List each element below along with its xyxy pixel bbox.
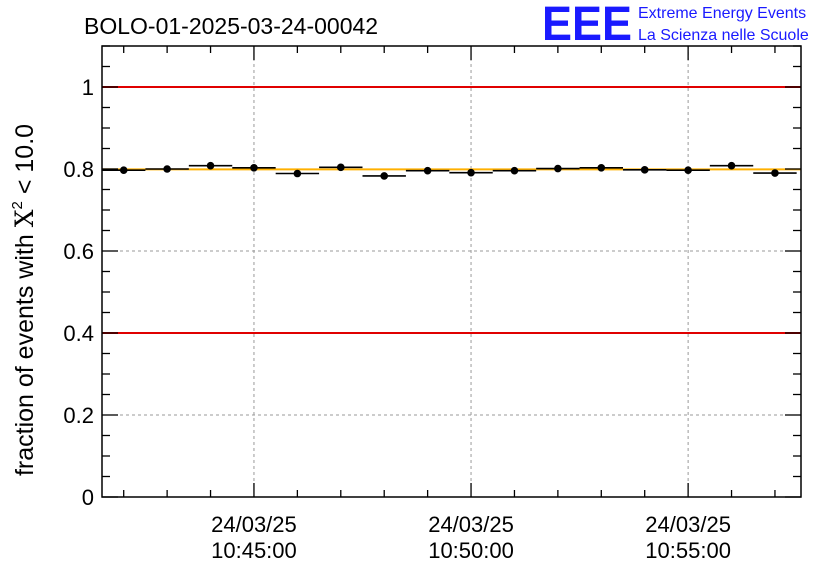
x-tick-label-time-2: 10:55:00 xyxy=(645,538,731,563)
logo: EEE Extreme Energy Events La Scienza nel… xyxy=(542,0,809,51)
data-point-0-15 xyxy=(771,169,779,177)
data-point-0-3 xyxy=(250,163,258,172)
y-tick-label-3: 0.6 xyxy=(63,239,94,264)
data-point-0-12 xyxy=(640,166,649,174)
logo-line-1: Extreme Energy Events xyxy=(638,5,806,22)
y-tick-labels: 0 0.2 0.4 0.6 0.8 1 xyxy=(63,75,94,510)
y-tick-label-5: 1 xyxy=(82,75,94,100)
x-tick-label-time-1: 10:50:00 xyxy=(428,538,514,563)
logo-mark: EEE xyxy=(542,0,632,51)
data-point-0-0 xyxy=(119,166,128,175)
plot-frame xyxy=(101,45,802,498)
y-axis-label: fraction of events with X2 < 10.0 xyxy=(9,124,39,476)
x-tick-label-date-0: 24/03/25 xyxy=(211,512,297,537)
data-point-0-8 xyxy=(467,168,475,177)
x-tick-label-date-1: 24/03/25 xyxy=(428,512,514,537)
chart-title: BOLO-01-2025-03-24-00042 xyxy=(84,13,378,39)
data-points xyxy=(102,161,797,180)
data-point-0-5 xyxy=(336,163,345,172)
y-tick-label-4: 0.8 xyxy=(63,157,94,182)
y-axis-label-exponent: 2 xyxy=(9,201,26,209)
y-axis-label-suffix: < 10.0 xyxy=(11,124,39,201)
reference-lines xyxy=(102,86,801,334)
data-point-0-1 xyxy=(163,165,171,173)
logo-line-2: La Scienza nelle Scuole xyxy=(638,27,809,44)
data-point-0-4 xyxy=(293,169,302,178)
data-point-0-10 xyxy=(554,164,562,173)
data-point-0-13 xyxy=(684,166,692,175)
y-tick-label-1: 0.2 xyxy=(63,403,94,428)
y-tick-label-2: 0.4 xyxy=(63,321,94,346)
x-tick-labels: 24/03/2510:45:0024/03/2510:50:0024/03/25… xyxy=(211,512,731,563)
y-axis-label-main: fraction of events with xyxy=(11,234,39,476)
data-point-0-2 xyxy=(206,161,215,170)
y-tick-label-0: 0 xyxy=(82,485,94,510)
data-point-0-7 xyxy=(423,166,432,175)
x-tick-label-time-0: 10:45:00 xyxy=(211,538,297,563)
data-point-0-9 xyxy=(510,166,519,175)
grid xyxy=(102,46,801,497)
data-point-0-14 xyxy=(727,161,736,170)
axes xyxy=(101,45,802,498)
data-point-0-6 xyxy=(380,172,389,180)
data-point-0-11 xyxy=(597,163,606,172)
y-axis-label-symbol: X xyxy=(10,209,39,227)
x-tick-label-date-2: 24/03/25 xyxy=(645,512,731,537)
